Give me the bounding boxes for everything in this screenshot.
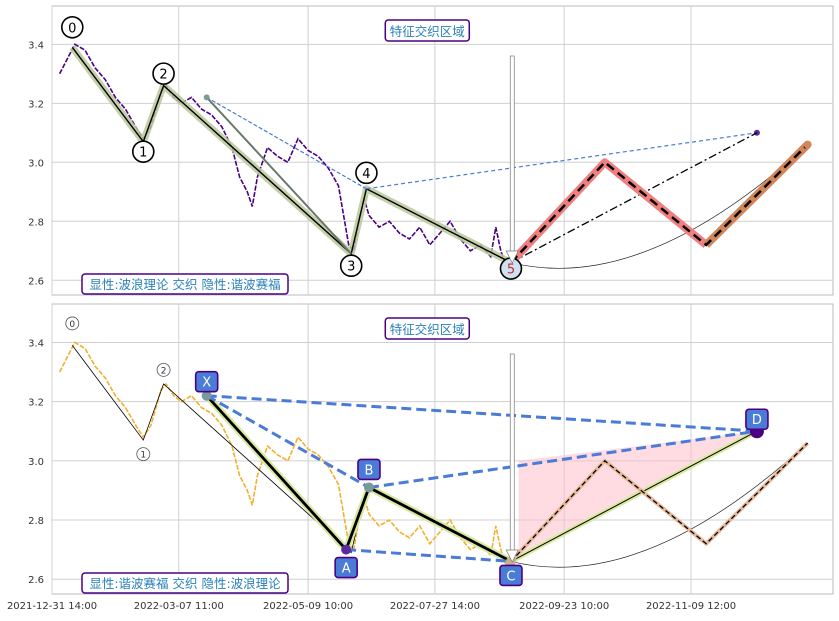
wave-label-circle [355, 161, 378, 185]
annotation-box [81, 572, 289, 594]
x-tick-label: 2022-09-23 10:00 [519, 601, 609, 612]
small-wave-circle [156, 362, 171, 377]
projection-dashdot [510, 132, 758, 264]
y-tick-label: 3.0 [28, 457, 44, 468]
harmonic-dashed [345, 548, 512, 563]
feature-label: 特征交织区域 [390, 322, 465, 337]
feature-label-box [384, 317, 471, 340]
harmonic-label-box [194, 370, 219, 393]
harmonic-label: A [342, 562, 351, 577]
wave-label: 0 [68, 21, 76, 36]
x-axis: 2021-12-31 14:00 2022-03-07 11:00 2022-05-… [7, 601, 736, 612]
y-tick-label: 3.4 [28, 40, 44, 51]
y-tick-label: 3.2 [28, 398, 44, 409]
x-tick-label: 2021-12-31 14:00 [7, 601, 97, 612]
harmonic-point [341, 544, 352, 555]
harmonic-leg [205, 394, 512, 563]
harmonic-dashed [206, 394, 757, 433]
harmonic-point [363, 482, 374, 493]
annotation-box [81, 273, 289, 295]
annotation-text: 显性:谐波赛福 交织 隐性:波浪理论 [89, 576, 281, 591]
harmonic-label: D [752, 413, 762, 428]
plot-area [51, 5, 834, 296]
harmonic-label-box [745, 408, 769, 431]
feature-label: 特征交织区域 [390, 24, 465, 39]
projection-arc [510, 144, 808, 269]
wave-label-circle [152, 62, 175, 85]
harmonic-leg [510, 430, 758, 562]
feature-arrow-head [505, 250, 519, 264]
harmonic-dashed [368, 429, 758, 489]
wave-label: 5 [507, 263, 515, 278]
wave-label-circle [131, 140, 155, 163]
wave-label: 1 [139, 146, 147, 161]
wave-label: 2 [159, 68, 167, 83]
harmonic-label: B [365, 463, 374, 478]
helper-dot [753, 129, 760, 136]
small-wave-circle [136, 447, 151, 462]
price-line [58, 341, 512, 574]
helper-dot [203, 94, 210, 101]
harmonic-label: X [202, 376, 211, 391]
harmonic-point [201, 390, 212, 401]
projection-dashed [510, 143, 809, 264]
y-tick-label: 2.8 [28, 516, 44, 527]
projection-end [803, 140, 812, 149]
small-wave-label: 1 [140, 451, 146, 461]
y-tick-label: 2.6 [28, 575, 44, 586]
helper-dashed [206, 96, 367, 190]
helper-line [205, 96, 352, 255]
y-tick-label: 3.4 [28, 338, 44, 349]
small-wave-label: 0 [69, 320, 75, 330]
wave-label: 3 [347, 260, 355, 275]
y-tick-label: 2.8 [28, 217, 44, 228]
x-tick-label: 2022-07-27 14:00 [390, 601, 480, 612]
harmonic-label-box [357, 458, 381, 481]
wave-label: 4 [362, 167, 370, 182]
harmonic-dashed [205, 394, 370, 489]
annotation-text: 显性:波浪理论 交织 隐性:谐波赛福 [89, 277, 280, 292]
y-tick-label: 3.2 [28, 99, 44, 110]
projection-dashed [510, 442, 809, 562]
x-tick-label: 2022-11-09 12:00 [646, 601, 736, 612]
y-tick-label: 2.6 [28, 276, 44, 287]
helper-dashed [366, 132, 757, 190]
wave-line [71, 46, 512, 264]
feature-arrow-shaft [509, 353, 515, 553]
feature-arrow-head [505, 549, 519, 563]
y-tick-label: 3.0 [28, 158, 44, 169]
harmonic-label-box [334, 556, 358, 579]
x-tick-label: 2022-03-07 11:00 [134, 601, 224, 612]
harmonic-label: C [506, 569, 515, 584]
x-tick-label: 2022-05-09 10:00 [263, 601, 353, 612]
projection-arc [510, 442, 808, 568]
feature-label-box [384, 19, 471, 42]
wave-label-circle [60, 15, 84, 39]
small-wave-circle [65, 316, 80, 331]
wave-label-circle [339, 254, 363, 278]
harmonic-label-box [499, 564, 523, 587]
feature-arrow-shaft [509, 55, 515, 254]
small-wave-label: 2 [161, 366, 167, 376]
